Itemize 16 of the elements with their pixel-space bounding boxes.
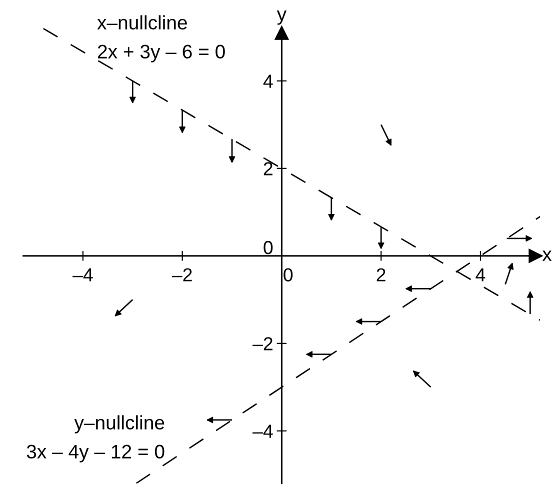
annotation: 3x – 4y – 12 = 0 xyxy=(26,444,164,462)
annotation: 2x + 3y – 6 = 0 xyxy=(98,44,225,62)
x-tick-label: 2 xyxy=(376,268,386,282)
y-tick-label: –2 xyxy=(252,337,272,350)
y-tick-label: –4 xyxy=(252,424,273,438)
x-tick-label: 0 xyxy=(284,268,293,282)
annotation: y–nullcline xyxy=(74,415,164,434)
x-tick-label: –2 xyxy=(172,268,192,282)
y-tick-label: 0 xyxy=(264,240,273,254)
x-tick-label: –4 xyxy=(72,268,93,282)
x-axis-title: x xyxy=(542,250,552,261)
x-tick-label: 4 xyxy=(476,268,486,282)
annotation: x–nullcline xyxy=(97,15,187,30)
y-axis-title: y xyxy=(276,10,287,25)
y-tick-label: 4 xyxy=(263,74,273,88)
y-tick-label: 2 xyxy=(264,162,272,176)
